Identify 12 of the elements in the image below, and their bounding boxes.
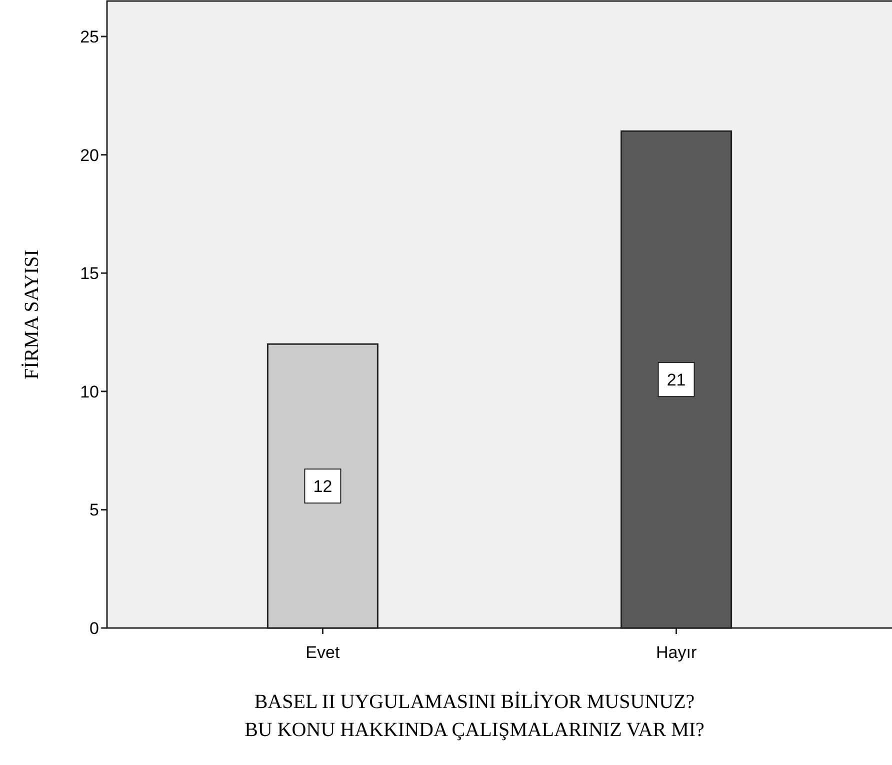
y-tick-label: 20: [80, 146, 99, 165]
y-tick-label: 0: [90, 619, 99, 638]
data-label: 21: [666, 370, 686, 390]
data-label: 12: [313, 477, 332, 496]
x-tick-label: Evet: [306, 643, 340, 662]
y-tick-label: 15: [80, 264, 99, 284]
y-tick-label: 10: [80, 382, 99, 402]
y-tick-label: 5: [90, 500, 99, 520]
x-tick-label: Hayır: [656, 643, 697, 662]
y-tick-label: 25: [80, 27, 99, 46]
x-axis-title: BASEL II UYGULAMASINI BİLİYOR MUSUNUZ? BU KONU HAKKINDA ÇALIŞMALARINIZ VAR MI?: [244, 691, 705, 741]
y-axis-title: FİRMA SAYISI: [21, 250, 43, 380]
